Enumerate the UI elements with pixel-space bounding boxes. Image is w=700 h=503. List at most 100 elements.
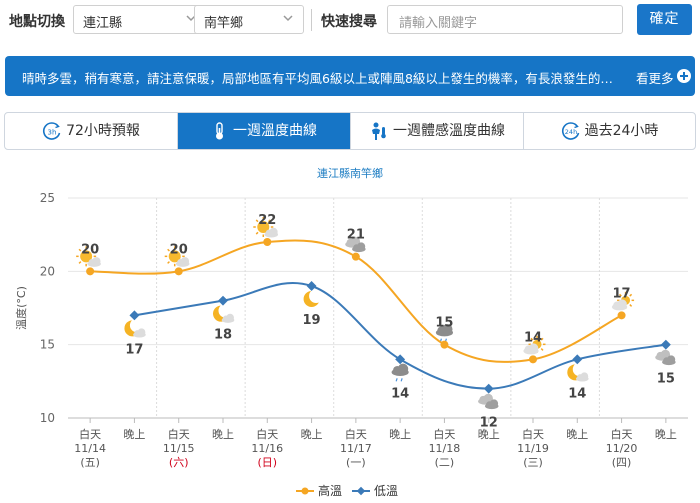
rain-drop (400, 378, 403, 382)
low-temp-label: 15 (657, 372, 675, 387)
moon-cloud-icon (567, 362, 589, 382)
partly-sunny-icon (611, 291, 635, 311)
county-select[interactable]: 連江縣 (73, 5, 207, 34)
cloud-part (350, 236, 361, 247)
cloud-part (483, 393, 493, 404)
x-tick-weekday: (四) (612, 456, 632, 469)
y-tick-label: 25 (40, 191, 55, 205)
sun-ray (255, 231, 259, 235)
low-temp-point[interactable] (395, 354, 406, 365)
search-input[interactable]: 請輸入關鍵字 (387, 5, 623, 34)
low-temp-point[interactable] (572, 354, 583, 365)
weather-summary-banner: 晴時多雲，稍有寒意，請注意保暖，局部地區有平均風6級以上或陣風8級以上發生的機率… (5, 56, 695, 96)
low-temp-point[interactable] (483, 383, 494, 394)
tab-weekly-temperature[interactable]: 一週溫度曲線 (177, 113, 350, 149)
x-tick-period: 晚上 (478, 428, 500, 441)
search-placeholder: 請輸入關鍵字 (399, 16, 478, 31)
legend-high-label: 高溫 (318, 483, 342, 498)
low-temp-point[interactable] (129, 310, 140, 321)
legend-low-label: 低溫 (374, 484, 398, 498)
high-temp-point[interactable] (440, 340, 449, 349)
confirm-button[interactable]: 確定 (637, 4, 692, 35)
svg-text:24h: 24h (564, 128, 576, 136)
cloud-part (92, 257, 101, 266)
plus-circle-icon[interactable] (677, 69, 691, 83)
township-select-value: 南竿鄉 (204, 16, 244, 31)
chart-title: 連江縣南竿鄉 (317, 166, 383, 180)
sun-ray (540, 348, 544, 351)
tab-label: 過去24小時 (584, 123, 659, 139)
x-tick-date: 11/17 (340, 442, 372, 455)
high-temp-label: 20 (81, 242, 99, 257)
moon-cloud-icon (124, 318, 146, 338)
sun-ray (619, 293, 622, 297)
weather-summary-text: 晴時多雲，稍有寒意，請注意保暖，局部地區有平均風6級以上或陣風8級以上發生的機率… (22, 71, 620, 86)
sun-ray (78, 261, 82, 264)
chevron-down-icon (283, 15, 293, 22)
high-temp-point[interactable] (174, 267, 183, 276)
see-more-link[interactable]: 看更多 (636, 71, 674, 86)
tab-label: 一週溫度曲線 (233, 123, 317, 139)
x-tick-period: 晚上 (566, 428, 588, 441)
township-select[interactable]: 南竿鄉 (194, 5, 304, 34)
x-tick-period: 晚上 (212, 428, 234, 441)
tab-label: 一週體感溫度曲線 (393, 123, 505, 139)
cloud-part (180, 257, 190, 266)
x-tick-period: 晚上 (655, 428, 677, 441)
x-tick-date: 11/19 (517, 442, 549, 455)
sun-ray (540, 337, 544, 341)
cloud-part (269, 227, 278, 236)
legend-low-marker (356, 486, 366, 496)
cloud-part (442, 324, 453, 335)
x-tick-period: 白天 (256, 427, 278, 441)
low-temp-point[interactable] (218, 295, 228, 306)
x-tick-date: 11/14 (74, 442, 106, 455)
x-tick-period: 晚上 (123, 428, 145, 441)
cloudy-icon (655, 349, 676, 366)
location-switch-label: 地點切換 (9, 14, 65, 30)
high-temp-point[interactable] (86, 267, 95, 276)
high-temp-point[interactable] (529, 355, 537, 364)
location-toolbar: 地點切換 連江縣 南竿鄉 快速搜尋 請輸入關鍵字 確定 (0, 0, 700, 40)
low-temp-point[interactable] (660, 339, 671, 350)
sun-disc (168, 250, 181, 263)
tab-weekly-apparent-temperature[interactable]: 一週體感溫度曲線 (350, 113, 523, 149)
sun-ray (167, 261, 170, 264)
sun-ray (179, 248, 183, 252)
cloud-part (226, 313, 234, 322)
x-tick-period: 白天 (168, 427, 190, 441)
cloud-part (660, 349, 671, 360)
low-temp-label: 19 (303, 313, 321, 328)
cloud-part (397, 363, 409, 375)
y-tick-label: 15 (40, 338, 55, 352)
tab-past-24-hours[interactable]: 24h 過去24小時 (523, 113, 695, 149)
high-temp-label: 20 (170, 242, 188, 257)
high-temp-label: 14 (524, 330, 542, 345)
tab-label: 72小時預報 (66, 123, 140, 139)
weekly-temperature-chart: 連江縣南竿鄉 20 17 20 18 22 19 21 14 15 12 14 14 17 15 10 15… (14, 166, 688, 498)
low-temp-label: 14 (391, 386, 409, 401)
x-tick-period: 白天 (345, 427, 367, 441)
cloud-part (528, 343, 539, 353)
sun-ray (167, 248, 170, 252)
high-temp-label: 17 (613, 286, 631, 301)
high-temp-point[interactable] (617, 311, 626, 320)
low-temp-label: 18 (214, 328, 232, 343)
thermometer-icon (216, 122, 223, 140)
y-tick-label: 10 (40, 411, 55, 425)
high-temp-point[interactable] (351, 252, 360, 261)
cloud-part (580, 372, 589, 381)
chevron-down-icon (186, 15, 196, 22)
moon-icon (303, 289, 324, 307)
rain-drop (395, 378, 398, 382)
tab-72-hour[interactable]: 3h 72小時預報 (5, 113, 177, 149)
high-temp-point[interactable] (263, 238, 272, 246)
x-tick-date: 11/20 (606, 442, 638, 455)
moon-cloud-icon (213, 303, 235, 323)
low-temp-label: 12 (480, 416, 498, 431)
x-tick-period: 白天 (522, 427, 544, 441)
sun-ray (530, 337, 534, 341)
x-tick-period: 白天 (79, 427, 101, 441)
x-tick-weekday: (一) (346, 456, 366, 469)
sun-ray (629, 304, 633, 307)
